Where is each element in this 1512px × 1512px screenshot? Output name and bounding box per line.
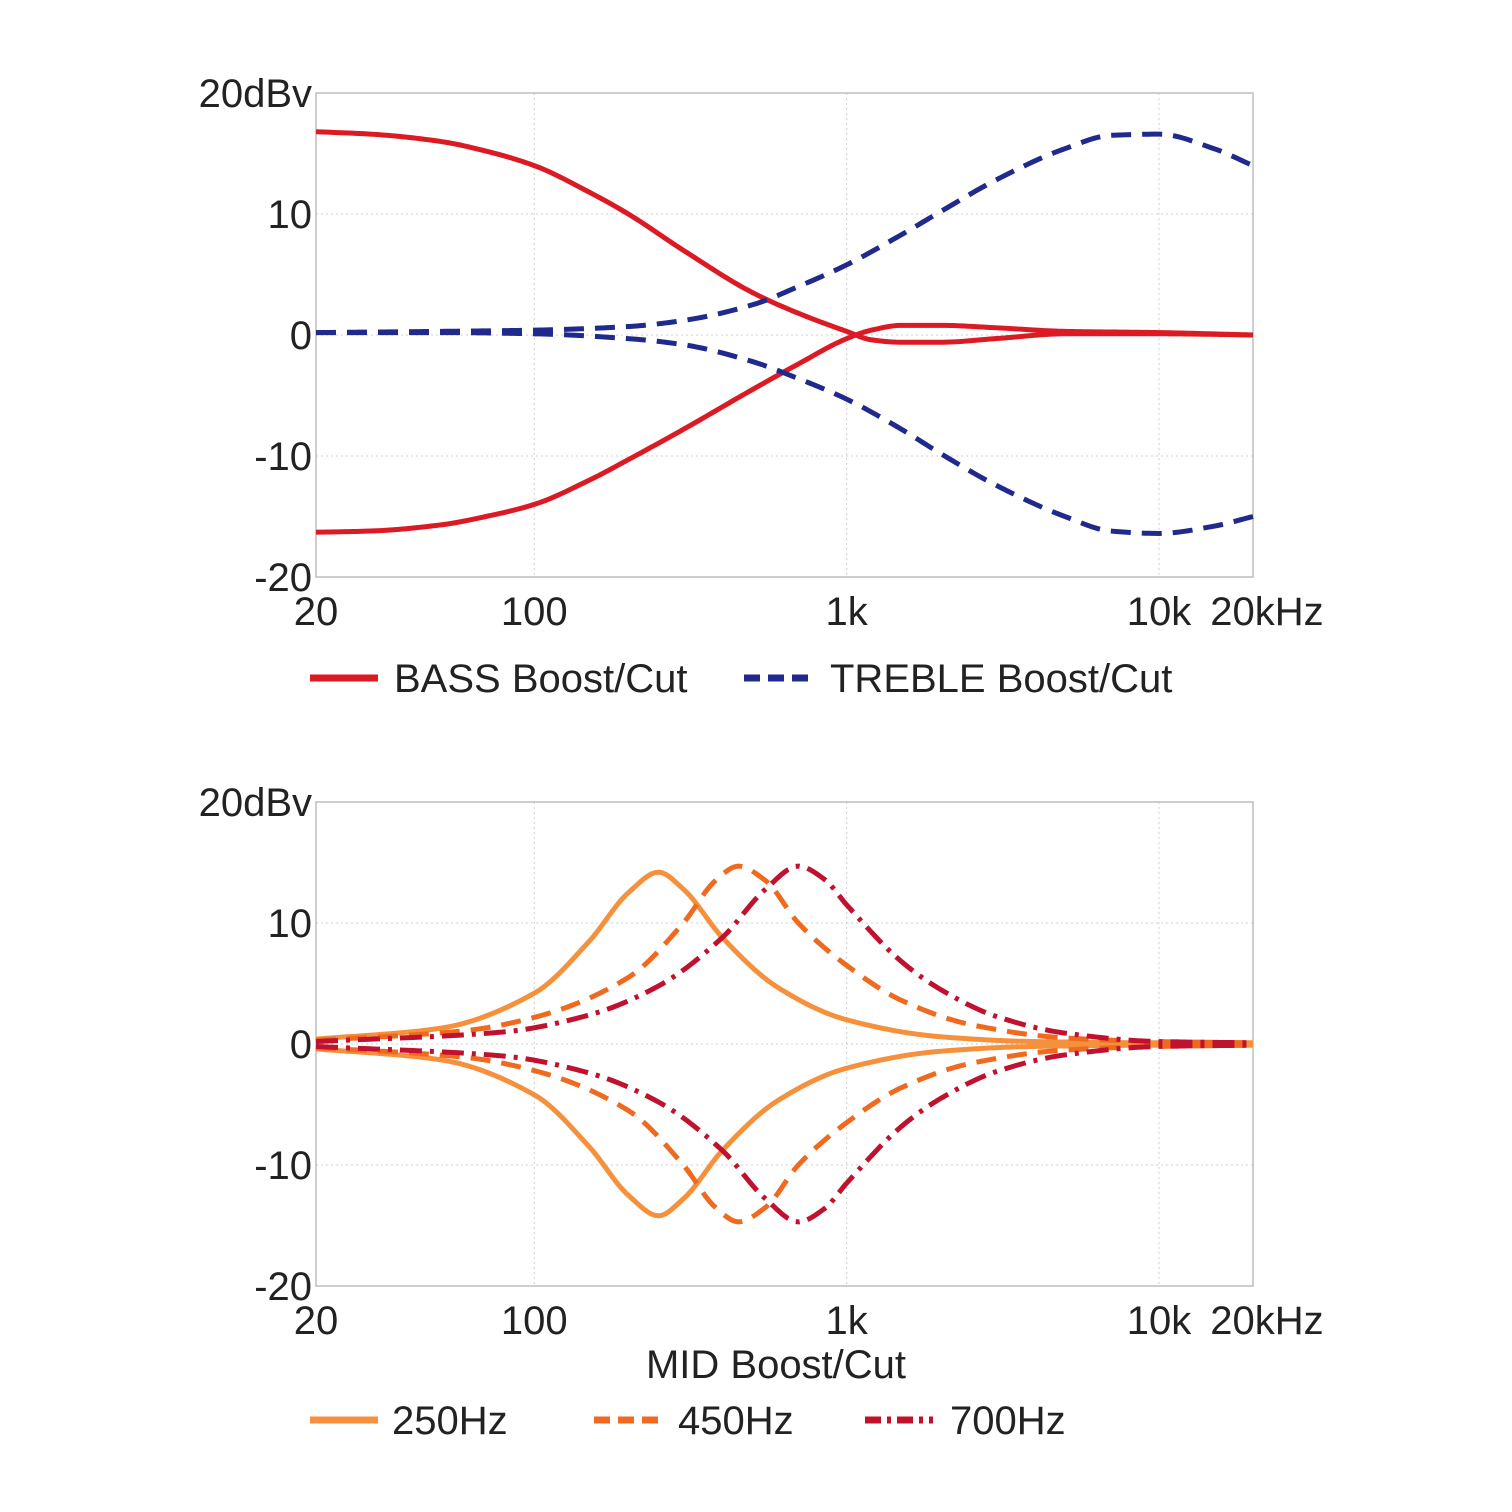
series-line-boost (315, 863, 1254, 1046)
x-tick-label: 20kHz (1210, 1299, 1323, 1343)
series-line-boost (315, 129, 1254, 345)
x-tick-label: 1k (826, 1299, 869, 1343)
series-250hz (315, 869, 1253, 1219)
y-tick-label: 10 (268, 902, 313, 946)
x-tick-label: 100 (501, 1299, 568, 1343)
x-tick-label: 10k (1127, 590, 1192, 634)
legend-label: BASS Boost/Cut (394, 657, 687, 701)
x-axis-label: MID Boost/Cut (646, 1343, 906, 1387)
legend-label: TREBLE Boost/Cut (830, 657, 1172, 701)
x-tick-label: 20kHz (1210, 590, 1323, 634)
legend-label: 450Hz (678, 1399, 794, 1443)
series-line-cut (316, 330, 1254, 536)
legend-label: 700Hz (950, 1399, 1066, 1443)
x-tick-label: 20 (294, 1299, 339, 1343)
y-tick-label: -20 (254, 556, 312, 600)
x-tick-label: 20 (294, 590, 339, 634)
series-treble-boost-cut (315, 131, 1255, 536)
series-line-boost (315, 869, 1253, 1046)
series-700hz (315, 863, 1254, 1225)
x-tick-label: 100 (501, 590, 568, 634)
series-450hz (315, 863, 1254, 1225)
y-tick-label: 20dBv (199, 781, 312, 825)
y-tick-label: 0 (290, 314, 312, 358)
x-tick-label: 10k (1127, 1299, 1192, 1343)
legend-label: 250Hz (392, 1399, 508, 1443)
series-line-cut (315, 1042, 1254, 1225)
y-tick-label: -20 (254, 1265, 312, 1309)
series-line-cut (315, 1042, 1253, 1219)
series-line-cut (315, 1042, 1254, 1225)
series-line-boost (315, 131, 1255, 336)
y-tick-label: -10 (254, 1144, 312, 1188)
series-line-boost (315, 863, 1254, 1046)
x-tick-label: 1k (826, 590, 869, 634)
y-tick-label: -10 (254, 435, 312, 479)
y-tick-label: 20dBv (199, 72, 312, 116)
y-tick-label: 10 (268, 193, 313, 237)
series-line-cut (315, 322, 1254, 535)
y-tick-label: 0 (290, 1023, 312, 1067)
